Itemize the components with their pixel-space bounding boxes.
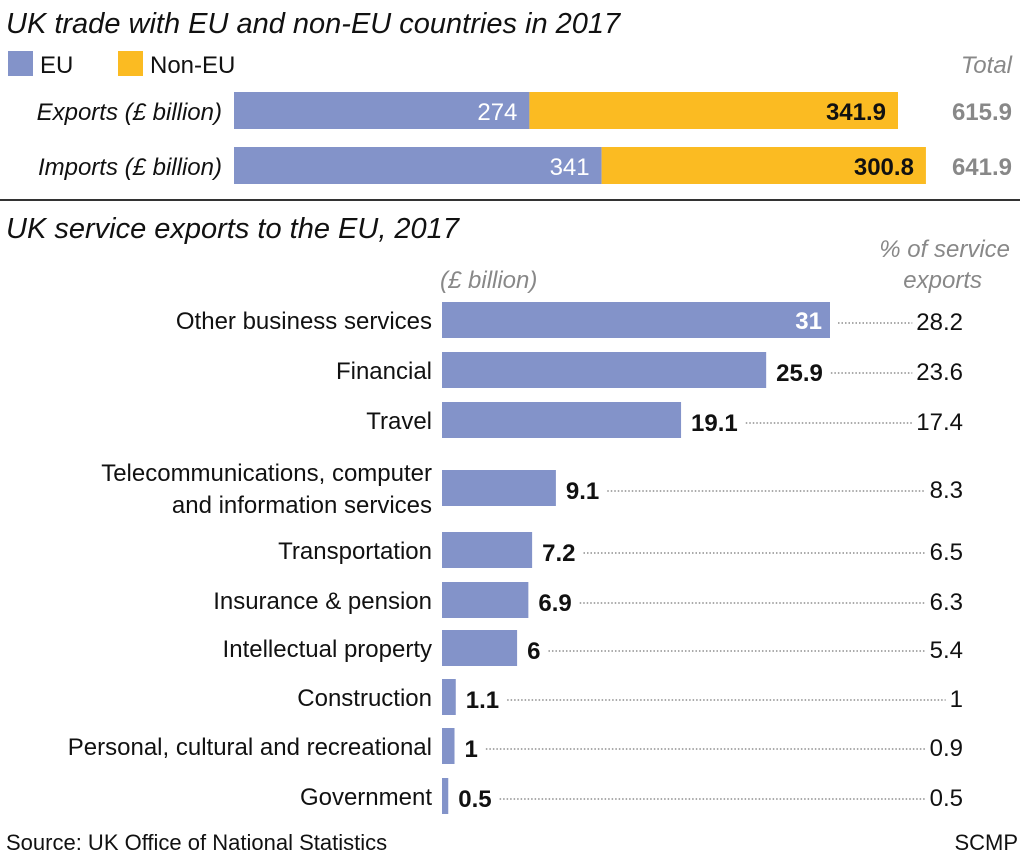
bar-eu — [234, 92, 530, 129]
category-label: Intellectual property — [223, 636, 432, 663]
category-label: Exports (£ billion) — [37, 99, 222, 126]
bar — [442, 532, 533, 568]
value-label: 0.5 — [458, 786, 491, 813]
pct-value: 1 — [950, 686, 963, 713]
category-label: Travel — [366, 408, 432, 435]
credit: SCMP — [954, 830, 1018, 855]
value-label: 19.1 — [691, 410, 738, 437]
pct-value: 0.9 — [930, 735, 963, 762]
pct-value: 23.6 — [916, 359, 963, 386]
category-label: Other business services — [176, 308, 432, 335]
value-label: 9.1 — [566, 478, 599, 505]
category-label: Construction — [297, 685, 432, 712]
bar — [442, 302, 830, 338]
value-label: 6 — [527, 638, 540, 665]
bar-non-eu — [601, 147, 926, 184]
pct-header-line1: % of service — [879, 236, 1010, 263]
legend-swatch-eu — [8, 51, 33, 76]
legend-swatch-non-eu — [118, 51, 143, 76]
pct-value: 28.2 — [916, 309, 963, 336]
value-label: 25.9 — [776, 360, 823, 387]
total-value: 641.9 — [952, 154, 1012, 181]
bar-non-eu — [529, 92, 898, 129]
pct-value: 8.3 — [930, 477, 963, 504]
legend: EU Non-EU — [8, 51, 235, 79]
total-header: Total — [961, 52, 1013, 79]
pct-value: 0.5 — [930, 785, 963, 812]
bar — [442, 470, 556, 506]
legend-label-non-eu: Non-EU — [150, 52, 235, 79]
value-label-eu: 341 — [550, 154, 590, 181]
bar — [442, 352, 767, 388]
trade-chart-title: UK trade with EU and non-EU countries in… — [6, 8, 622, 40]
bar — [442, 402, 682, 438]
legend-label-eu: EU — [40, 52, 73, 79]
bar — [442, 778, 449, 814]
source-note: Source: UK Office of National Statistics — [6, 830, 387, 855]
pct-value: 6.3 — [930, 589, 963, 616]
value-label-eu: 274 — [477, 99, 517, 126]
category-label: Insurance & pension — [213, 588, 432, 615]
value-label: 1.1 — [466, 687, 499, 714]
value-label-non-eu: 341.9 — [826, 99, 886, 126]
value-label: 7.2 — [542, 540, 575, 567]
bar — [442, 728, 455, 764]
pct-value: 17.4 — [916, 409, 963, 436]
category-label: Telecommunications, computer — [101, 460, 432, 487]
value-label: 1 — [465, 736, 478, 763]
value-label: 31 — [795, 308, 822, 335]
category-label: Financial — [336, 358, 432, 385]
bar — [442, 679, 456, 715]
category-label: Imports (£ billion) — [38, 154, 222, 181]
unit-label: (£ billion) — [440, 267, 537, 294]
value-label: 6.9 — [538, 590, 571, 617]
category-label: Personal, cultural and recreational — [68, 734, 432, 761]
value-label-non-eu: 300.8 — [854, 154, 914, 181]
pct-header-line2: exports — [903, 267, 982, 294]
bar-eu — [234, 147, 602, 184]
pct-value: 6.5 — [930, 539, 963, 566]
bar — [442, 582, 529, 618]
category-label: and information services — [172, 492, 432, 519]
pct-value: 5.4 — [930, 637, 963, 664]
bar — [442, 630, 518, 666]
services-chart-title: UK service exports to the EU, 2017 — [6, 213, 461, 245]
category-label: Government — [300, 784, 432, 811]
category-label: Transportation — [278, 538, 432, 565]
total-value: 615.9 — [952, 99, 1012, 126]
